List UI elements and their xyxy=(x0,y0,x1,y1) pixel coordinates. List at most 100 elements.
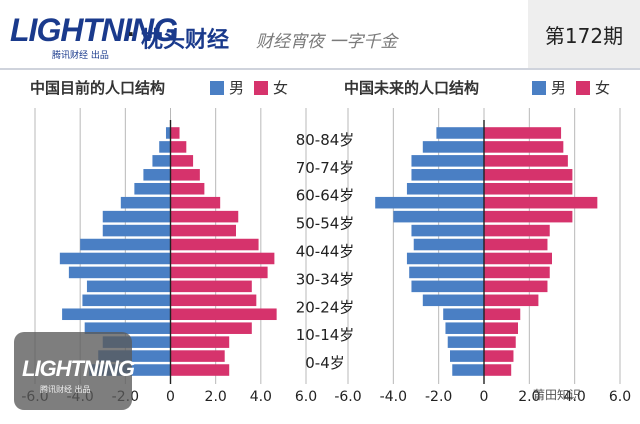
chart-2-bar-male xyxy=(393,210,484,223)
chart-2-bar-female xyxy=(484,294,539,307)
chart-2-title: 中国未来的人口结构 xyxy=(344,79,479,97)
chart-1-bar-female xyxy=(170,155,194,167)
chart-2-bar-female xyxy=(484,141,564,153)
chart-1-bar-male xyxy=(84,322,171,334)
category-label: 60-64岁 xyxy=(296,187,355,205)
watermark-logo-word: LIGHTNING xyxy=(22,356,135,381)
chart-2-bar-female xyxy=(484,308,521,321)
chart-2-bar-male xyxy=(413,238,484,251)
chart-1-bar-female xyxy=(170,336,230,348)
chart-2-bar-female xyxy=(484,350,514,362)
chart-1-bar-male xyxy=(62,308,171,321)
category-label: 30-34岁 xyxy=(296,270,355,288)
chart-1-tick-label: 0 xyxy=(166,389,175,405)
chart-1-bar-male xyxy=(120,196,171,209)
slogan: 财经宵夜 一字千金 xyxy=(256,32,398,52)
chart-1-bar-female xyxy=(170,364,230,376)
category-label: 50-54岁 xyxy=(296,215,355,233)
category-label: 0-4岁 xyxy=(305,354,345,372)
wechat-watermark: 莆田知识 xyxy=(533,388,582,402)
title-separator: · xyxy=(127,22,135,46)
chart-1-bar-female xyxy=(170,196,221,209)
chart-2-bar-male xyxy=(450,350,484,362)
chart-1-bar-female xyxy=(170,169,200,181)
category-label: 70-74岁 xyxy=(296,159,355,177)
chart-2-bar-female xyxy=(484,336,516,348)
chart-2-tick-label: 2.0 xyxy=(518,389,540,405)
watermark-logo: LIGHTNING 腾讯财经 出品 xyxy=(14,332,135,410)
chart-2-bar-female xyxy=(484,238,548,251)
chart-2-legend-swatch-female xyxy=(576,81,590,95)
brand-title: 枕头财经 xyxy=(141,28,230,53)
chart-2-bar-male xyxy=(422,141,484,153)
header: LIGHTNING 腾讯财经 出品 · 枕头财经 财经宵夜 一字千金 第172期 xyxy=(0,0,640,70)
chart-1-bar-male xyxy=(152,155,171,167)
chart-1-bar-male xyxy=(159,141,171,153)
chart-2-bar-female xyxy=(484,155,568,167)
chart-1-bar-male xyxy=(80,238,171,251)
chart-2-bar-male xyxy=(443,308,484,321)
chart-2-bar-male xyxy=(406,182,484,195)
header-divider xyxy=(0,68,640,70)
chart-1-bar-female xyxy=(170,238,259,251)
chart-2-bar-male xyxy=(436,127,484,139)
chart-1-bar-male xyxy=(68,266,171,279)
chart-1-bar-male xyxy=(143,169,171,181)
chart-2-tick-label: 0 xyxy=(480,389,489,405)
chart-2-bar-female xyxy=(484,169,573,181)
chart-1-bar-male xyxy=(59,252,171,265)
category-label: 10-14岁 xyxy=(296,326,355,344)
chart-2-bar-male xyxy=(375,196,484,209)
chart-2-bar-female xyxy=(484,182,573,195)
chart-2-tick-label: -4.0 xyxy=(380,389,407,405)
chart-2-tick-label: 4.0 xyxy=(564,389,586,405)
chart-1-bar-male xyxy=(165,127,171,139)
chart-2-bar-male xyxy=(422,294,484,307)
chart-1-tick-label: 6.0 xyxy=(295,389,317,405)
chart-2-bar-female xyxy=(484,196,598,209)
chart-1-legend-label-male: 男 xyxy=(229,79,244,97)
chart-1-bar-male xyxy=(86,280,171,293)
chart-2-bar-male xyxy=(411,169,484,181)
chart-1-bar-male xyxy=(102,210,171,223)
chart-2-bar-female xyxy=(484,266,550,279)
chart-2-bar-male xyxy=(406,252,484,265)
chart-1-tick-label: 4.0 xyxy=(250,389,272,405)
chart-2-tick-label: 6.0 xyxy=(609,389,631,405)
chart-2-bar-male xyxy=(411,224,484,237)
chart-2-bar-female xyxy=(484,364,512,376)
issue-number: 第172期 xyxy=(528,0,640,68)
chart-2-tick-label: -6.0 xyxy=(334,389,361,405)
chart-2-bar-male xyxy=(409,266,484,279)
chart-2-tick-label: -2.0 xyxy=(425,389,452,405)
chart-1-bar-female xyxy=(170,350,225,362)
chart-2-bar-male xyxy=(411,280,484,293)
chart-2-bar-female xyxy=(484,322,518,334)
chart-2-bar-female xyxy=(484,252,552,265)
chart-1-bar-male xyxy=(102,336,171,348)
chart-1-bar-female xyxy=(170,252,275,265)
chart-1-legend-label-female: 女 xyxy=(273,79,288,97)
chart-2-legend-swatch-male xyxy=(532,81,546,95)
category-label: 20-24岁 xyxy=(296,298,355,316)
chart-1-bar-female xyxy=(170,266,268,279)
chart-1-bar-male xyxy=(82,294,171,307)
chart-2-bar-female xyxy=(484,127,562,139)
chart-1-bar-female xyxy=(170,210,239,223)
chart-2-legend-label-male: 男 xyxy=(551,79,566,97)
chart-1-bar-female xyxy=(170,280,252,293)
logo-subtitle: 腾讯财经 出品 xyxy=(52,51,109,61)
chart-1-legend-swatch-male xyxy=(210,81,224,95)
category-label: 40-44岁 xyxy=(296,243,355,261)
chart-1-bar-male xyxy=(102,224,171,237)
chart-2-bar-female xyxy=(484,224,550,237)
category-label: 80-84岁 xyxy=(296,131,355,149)
chart-1-bar-female xyxy=(170,322,252,334)
chart-2-bar-male xyxy=(447,336,484,348)
chart-1-tick-label: 2.0 xyxy=(205,389,227,405)
chart-1-bar-female xyxy=(170,182,205,195)
lightning-logo: LIGHTNING xyxy=(10,12,178,48)
chart-2-legend-label-female: 女 xyxy=(595,79,610,97)
chart-1-legend-swatch-female xyxy=(254,81,268,95)
chart-1-bar-female xyxy=(170,127,180,139)
